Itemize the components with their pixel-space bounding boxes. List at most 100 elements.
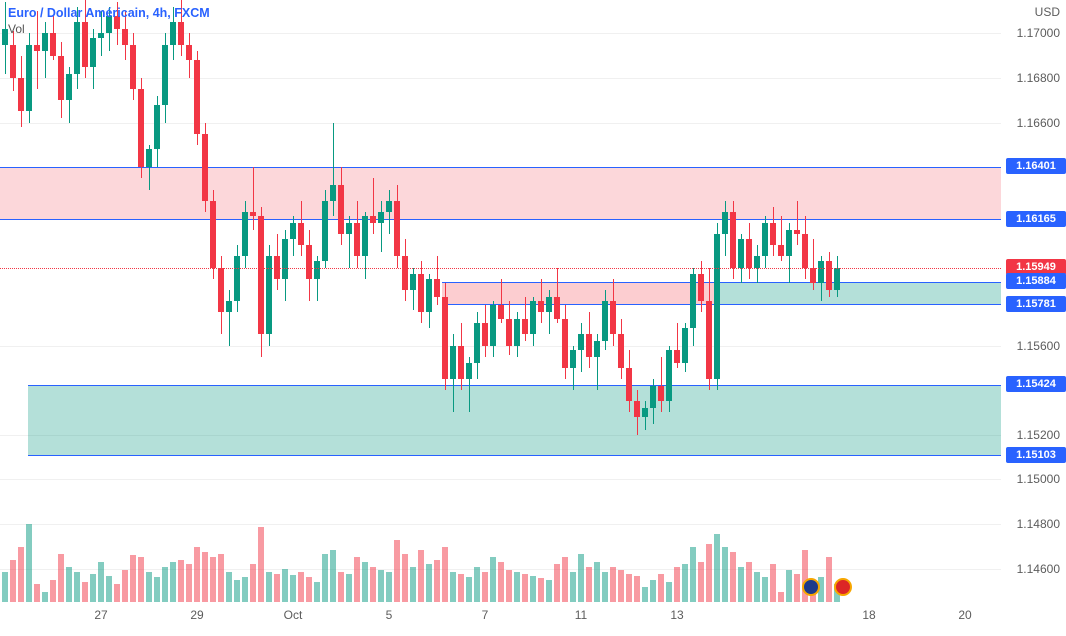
candle [722, 212, 728, 234]
volume-bar [794, 574, 800, 602]
candle [122, 29, 128, 45]
candle [154, 105, 160, 150]
volume-bar [106, 576, 112, 602]
candle [802, 234, 808, 267]
volume-bar [266, 572, 272, 602]
last-price-line [0, 268, 1001, 269]
candle [506, 319, 512, 346]
candle [370, 216, 376, 223]
volume-bar [690, 547, 696, 602]
candle [82, 22, 88, 67]
candle [210, 201, 216, 268]
candle [378, 212, 384, 223]
volume-bar [282, 569, 288, 602]
economic-event-icon[interactable] [802, 578, 820, 596]
candle [538, 301, 544, 312]
candle [666, 350, 672, 401]
candle [466, 363, 472, 379]
symbol-title[interactable]: Euro / Dollar Américain, 4h, FXCM [8, 6, 210, 20]
volume-bar [698, 562, 704, 602]
candle [290, 223, 296, 239]
volume-bar [498, 562, 504, 602]
xtick: 27 [94, 608, 107, 622]
price-axis[interactable]: 1.170001.168001.166001.156001.152001.150… [1001, 0, 1066, 602]
volume-bar [642, 587, 648, 602]
candle [810, 268, 816, 284]
volume-bar [306, 577, 312, 602]
candle [594, 341, 600, 357]
candle [162, 45, 168, 105]
candle [186, 45, 192, 61]
time-axis[interactable]: 2729Oct5711131820 [0, 602, 1001, 636]
volume-bar [506, 570, 512, 602]
volume-bar [338, 572, 344, 602]
volume-bar [666, 582, 672, 602]
candle [698, 274, 704, 301]
volume-bar [826, 557, 832, 602]
volume-bar [570, 572, 576, 602]
candle [554, 297, 560, 319]
candle [690, 274, 696, 328]
candle [178, 22, 184, 44]
volume-bar [98, 562, 104, 602]
volume-bar [130, 555, 136, 602]
xtick: 11 [575, 608, 587, 622]
volume-bar [170, 562, 176, 602]
volume-bar [386, 572, 392, 602]
volume-bar [450, 572, 456, 602]
volume-label: Vol [8, 22, 25, 36]
volume-bar [290, 575, 296, 602]
volume-bar [362, 562, 368, 602]
volume-bar [154, 577, 160, 602]
volume-bar [58, 554, 64, 602]
sd-zone-mid-red [442, 282, 714, 305]
volume-bar [378, 570, 384, 602]
volume-bar [346, 574, 352, 602]
volume-bar [402, 554, 408, 602]
candle [786, 230, 792, 257]
candle [234, 256, 240, 301]
ytick: 1.14600 [1017, 562, 1060, 576]
volume-bar [754, 572, 760, 602]
ytick: 1.16800 [1017, 71, 1060, 85]
candle [450, 346, 456, 379]
price-tag: 1.15424 [1006, 376, 1066, 392]
volume-bar [250, 564, 256, 602]
volume-bar [626, 574, 632, 602]
volume-bar [722, 547, 728, 602]
volume-bar [394, 540, 400, 602]
volume-bar [418, 550, 424, 602]
volume-bar [426, 564, 432, 602]
volume-bar [458, 574, 464, 602]
volume-bar [314, 582, 320, 602]
volume-bar [354, 557, 360, 602]
volume-bar [730, 552, 736, 602]
volume-bar [474, 567, 480, 602]
candle [258, 216, 264, 334]
candle [530, 301, 536, 334]
volume-bar [778, 592, 784, 602]
candle [706, 301, 712, 379]
economic-event-icon[interactable] [834, 578, 852, 596]
candle [434, 279, 440, 297]
candle [682, 328, 688, 364]
volume-bar [114, 584, 120, 602]
candle [650, 386, 656, 408]
candle [762, 223, 768, 256]
candle [202, 134, 208, 201]
volume-bar [178, 560, 184, 602]
yaxis-title: USD [1035, 5, 1060, 19]
candle [146, 149, 152, 167]
chart-plot-area[interactable] [0, 0, 1001, 602]
candle [34, 45, 40, 52]
candle [738, 239, 744, 268]
xtick: 29 [190, 608, 203, 622]
candle [338, 185, 344, 234]
volume-bar [650, 580, 656, 602]
candle [18, 78, 24, 111]
volume-bar [242, 577, 248, 602]
volume-bar [370, 567, 376, 602]
candle [194, 60, 200, 134]
ytick: 1.16600 [1017, 116, 1060, 130]
volume-bar [162, 567, 168, 602]
